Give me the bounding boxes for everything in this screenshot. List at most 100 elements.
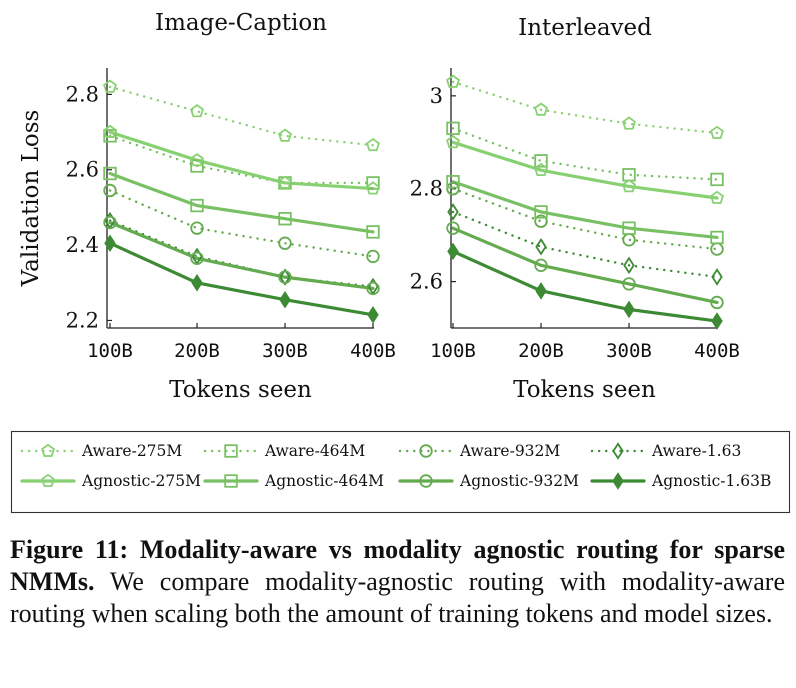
point-agnostic-1-63b-100b: [447, 242, 459, 261]
point-aware-464m-100b: [446, 121, 460, 136]
legend-marker-aware-464m: [224, 444, 238, 458]
legend: Aware-275M Aware-464M Aware-932M Aware-1.63…: [10, 430, 791, 514]
legend-box: [10, 430, 791, 514]
series-line-agnostic-932m: [108, 220, 375, 291]
point-agnostic-464m-300b: [622, 221, 636, 235]
point-agnostic-275m-100b: [103, 124, 117, 138]
point-agnostic-464m-200b: [534, 205, 548, 219]
point-agnostic-932m-100b: [103, 215, 117, 230]
point-agnostic-464m-100b: [103, 166, 117, 181]
point-agnostic-275m-300b: [622, 179, 636, 193]
point-agnostic-1-63b-400b: [367, 306, 379, 324]
y-axis-label: Validation Loss: [18, 110, 44, 288]
point-agnostic-1-63b-400b: [711, 312, 723, 330]
point-aware-932m-100b: [103, 183, 117, 198]
legend-label-agnostic-932m: Agnostic-932M: [459, 472, 579, 490]
point-aware-464m-200b: [190, 159, 204, 173]
point-aware-932m-200b: [534, 214, 548, 228]
point-agnostic-275m-200b: [190, 153, 204, 167]
point-agnostic-464m-200b: [190, 198, 204, 213]
point-agnostic-1-63b-200b: [191, 274, 203, 292]
x-tick-label: 100B: [87, 340, 133, 362]
point-aware-275m-200b: [534, 102, 548, 116]
legend-marker-aware-932m: [419, 444, 433, 458]
point-agnostic-464m-100b: [446, 175, 460, 189]
legend-marker-agnostic-1-63b: [612, 472, 624, 490]
point-agnostic-464m-400b: [366, 225, 380, 239]
y-tick-label: 2.2: [66, 308, 99, 332]
x-tick-label: 300B: [606, 340, 652, 362]
x-tick-label: 100B: [430, 340, 476, 362]
legend-marker-agnostic-932m: [419, 474, 433, 488]
figure-caption: Figure 11: Modality-aware vs modality ag…: [10, 534, 785, 630]
chart-title: Interleaved: [518, 15, 652, 41]
point-agnostic-275m-300b: [278, 175, 292, 189]
point-agnostic-1-63b-200b: [535, 282, 547, 300]
x-axis-label: Tokens seen: [513, 377, 656, 403]
x-axis-label: Tokens seen: [169, 377, 312, 403]
caption-text: We compare modality-agnostic routing wit…: [10, 567, 786, 628]
point-aware-1-63-400b: [711, 268, 723, 286]
point-aware-275m-300b: [278, 128, 292, 142]
series-line-agnostic-464m: [451, 180, 719, 240]
point-aware-932m-400b: [366, 249, 380, 264]
legend-label-agnostic-1-63b: Agnostic-1.63B: [651, 472, 771, 490]
point-agnostic-464m-300b: [278, 212, 292, 226]
legend-label-aware-275m: Aware-275M: [81, 442, 182, 460]
point-aware-464m-400b: [366, 176, 380, 190]
point-aware-464m-300b: [622, 168, 636, 182]
legend-label-agnostic-275m: Agnostic-275M: [81, 472, 201, 490]
legend-label-aware-464m: Aware-464M: [264, 442, 365, 460]
caption-title: Figure 11: Modality-aware vs modality ag…: [10, 535, 785, 596]
point-aware-464m-100b: [103, 129, 117, 143]
x-tick-label: 400B: [694, 340, 740, 362]
point-aware-275m-400b: [710, 125, 724, 139]
series-line-agnostic-1-63b: [451, 249, 719, 323]
legend-marker-aware-275m: [41, 443, 55, 457]
y-tick-label: 2.4: [66, 233, 99, 257]
series-line-aware-1-63: [108, 219, 375, 288]
panel-image-caption: Image-Caption 2.2 2.4 2.6 2.8 100B 200B 300B 400…: [18, 10, 396, 403]
point-aware-275m-100b: [446, 74, 460, 88]
legend-label-agnostic-464m: Agnostic-464M: [264, 472, 384, 490]
point-agnostic-932m-300b: [278, 270, 292, 284]
point-aware-1-63-100b: [447, 203, 459, 221]
point-agnostic-1-63b-100b: [104, 234, 116, 252]
point-aware-932m-100b: [446, 182, 460, 196]
chart-title: Image-Caption: [155, 10, 327, 36]
point-agnostic-932m-200b: [534, 258, 548, 273]
point-aware-275m-400b: [366, 137, 380, 152]
legend-marker-agnostic-464m: [224, 474, 238, 488]
y-tick-label: 2.6: [66, 158, 99, 182]
point-aware-1-63-300b: [623, 256, 635, 275]
point-aware-932m-200b: [190, 221, 204, 235]
series-line-aware-275m: [451, 80, 719, 135]
series-line-agnostic-275m: [108, 130, 375, 191]
point-aware-1-63-300b: [279, 268, 291, 286]
y-tick-label: 2.8: [410, 177, 443, 201]
point-agnostic-932m-300b: [622, 277, 636, 291]
point-aware-932m-400b: [710, 242, 724, 256]
series-line-agnostic-932m: [451, 226, 719, 305]
point-aware-275m-100b: [103, 79, 117, 93]
point-aware-1-63-200b: [535, 237, 547, 256]
y-tick-label: 2.6: [410, 270, 443, 294]
point-aware-275m-300b: [622, 116, 636, 130]
series-line-aware-275m: [108, 85, 375, 147]
panel-interleaved: Interleaved 2.6 2.8 3 100B 200B 300B 400B Tokens…: [410, 15, 740, 403]
y-tick-label: 2.8: [66, 82, 99, 106]
figure-canvas: Image-Caption 2.2 2.4 2.6 2.8 100B 200B 300B 400…: [10, 10, 791, 514]
point-aware-932m-300b: [278, 236, 292, 250]
point-agnostic-1-63b-300b: [279, 290, 291, 309]
point-agnostic-275m-100b: [446, 134, 460, 149]
point-agnostic-932m-200b: [190, 251, 204, 265]
point-aware-464m-200b: [534, 154, 548, 168]
legend-label-aware-932m: Aware-932M: [459, 442, 560, 460]
series-line-agnostic-464m: [108, 171, 375, 234]
series-line-aware-464m: [108, 134, 375, 185]
series-line-aware-932m: [108, 189, 375, 258]
point-agnostic-932m-400b: [366, 281, 380, 296]
legend-label-aware-1-63: Aware-1.63: [651, 442, 741, 460]
x-tick-label: 200B: [518, 340, 564, 362]
point-aware-275m-200b: [190, 104, 204, 118]
